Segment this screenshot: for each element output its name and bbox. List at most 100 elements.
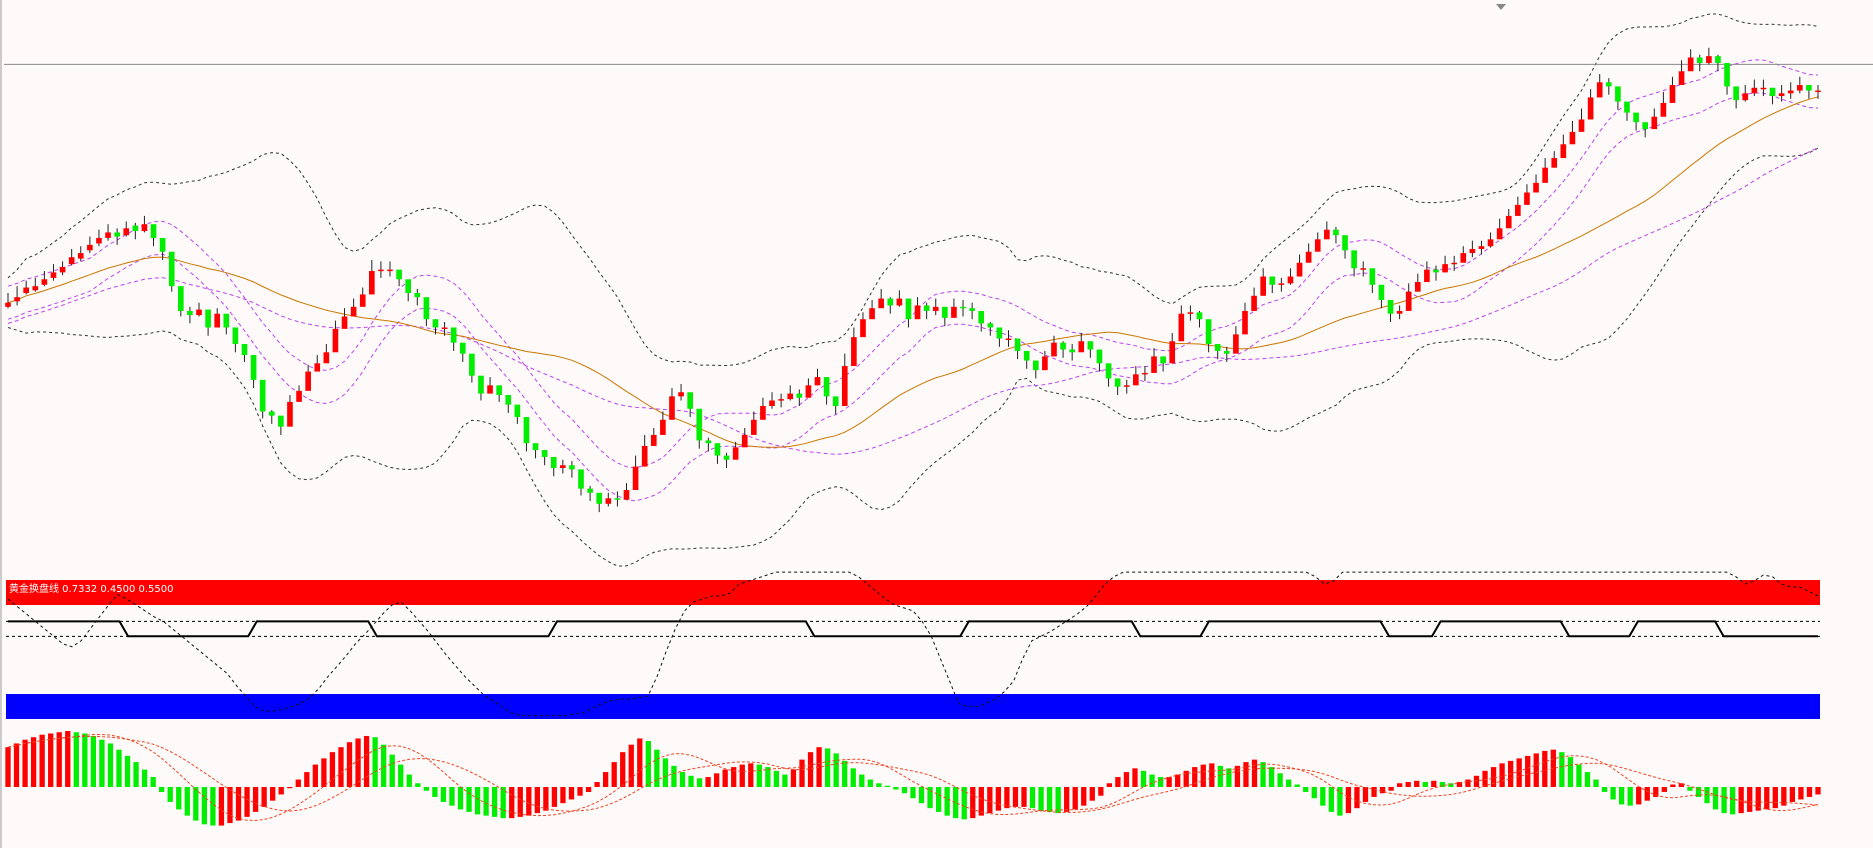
histogram-bar (415, 783, 421, 787)
candle-body (1269, 276, 1276, 285)
histogram-panel (5, 731, 1821, 826)
candle-body (669, 396, 675, 420)
period-separator-marker[interactable] (1496, 4, 1506, 10)
candle-body (1469, 248, 1476, 254)
histogram-bar (705, 777, 711, 787)
histogram-bar (48, 733, 54, 787)
histogram-bar (483, 787, 489, 816)
candle-body (787, 393, 794, 400)
histogram-bar (1712, 787, 1719, 810)
candle-body (323, 352, 330, 364)
candle-body (1433, 269, 1439, 273)
candle-body (41, 279, 48, 285)
candle-body (59, 266, 66, 273)
histogram-bar (457, 787, 464, 810)
histogram-bar (978, 787, 984, 816)
slow-ma-line (7, 147, 1819, 455)
candle-body (1242, 310, 1248, 335)
histogram-bar (1661, 787, 1667, 792)
candle-body (5, 302, 11, 307)
histogram-bar (628, 744, 634, 787)
candle-body (187, 310, 193, 316)
candle-body (141, 224, 148, 232)
histogram-bar (1806, 787, 1813, 797)
candle-body (778, 399, 784, 401)
histogram-bar (1729, 787, 1736, 815)
candle-body (1396, 310, 1403, 314)
candle-body (205, 309, 211, 328)
histogram-bar (1234, 765, 1241, 787)
histogram-bar (5, 747, 11, 787)
candle-body (469, 353, 475, 376)
candle-body (641, 445, 648, 467)
candle-body (942, 306, 948, 318)
candle-body (168, 251, 175, 287)
histogram-bar (1755, 787, 1761, 811)
candle-body (1706, 56, 1712, 64)
candle-body (878, 298, 884, 309)
histogram-bar (1798, 787, 1804, 800)
histogram-bar (1567, 757, 1574, 787)
histogram-bar (1490, 767, 1497, 787)
histogram-bar (1687, 787, 1693, 791)
histogram-bar (773, 770, 780, 787)
candle-body (1505, 215, 1512, 229)
candle-body (1287, 276, 1294, 284)
candle-body (1105, 363, 1112, 379)
histogram-bar (1738, 787, 1744, 814)
candle-body (1351, 250, 1357, 269)
histogram-bar (1200, 764, 1206, 787)
candle-body (1751, 87, 1758, 94)
histogram-bar (133, 762, 139, 787)
histogram-bar (884, 785, 891, 787)
candle-body (623, 490, 630, 500)
histogram-bar (1721, 787, 1727, 814)
histogram-bar (833, 753, 839, 787)
histogram-bar (312, 764, 319, 787)
candle-body (250, 355, 257, 380)
candle-body (978, 310, 985, 324)
candle-body (751, 419, 757, 435)
histogram-bar (824, 748, 831, 787)
histogram-bar (1012, 787, 1019, 807)
histogram-bar (261, 787, 267, 807)
candle-body (1515, 204, 1521, 216)
histogram-bar (381, 744, 387, 787)
histogram-bar (1542, 750, 1548, 787)
candle-body (1205, 319, 1212, 345)
histogram-bar (1764, 787, 1770, 810)
candle-body (723, 455, 730, 460)
candle-body (823, 377, 830, 397)
histogram-bar (124, 755, 131, 787)
candle-body (1787, 90, 1794, 94)
histogram-bar (474, 787, 481, 815)
candle-body (1032, 360, 1039, 371)
histogram-bar (116, 749, 122, 787)
histogram-bar (1388, 787, 1394, 791)
candle-body (177, 286, 184, 311)
candle-body (414, 293, 421, 298)
histogram-bar (1405, 782, 1411, 787)
candle-body (478, 375, 484, 394)
candle-body (1114, 378, 1121, 387)
histogram-bar (534, 787, 540, 814)
candle-body (1533, 182, 1539, 193)
histogram-bar (688, 775, 694, 787)
histogram-bar (278, 787, 284, 795)
histogram-bar (1311, 787, 1317, 799)
histogram-bar (1371, 787, 1377, 797)
histogram-bar (1533, 753, 1539, 787)
candle-body (596, 492, 603, 504)
candle-body (432, 319, 439, 328)
histogram-bar (543, 787, 549, 811)
candle-body (660, 419, 666, 435)
candle-body (214, 313, 221, 328)
candle-body (569, 465, 575, 470)
histogram-bar (927, 787, 933, 809)
histogram-bar (1183, 770, 1189, 787)
candle-body (305, 371, 311, 391)
envelope-upper-line (7, 59, 1819, 469)
candle-body (1414, 282, 1421, 292)
candle-body (1769, 87, 1776, 97)
candle-body (741, 434, 748, 448)
